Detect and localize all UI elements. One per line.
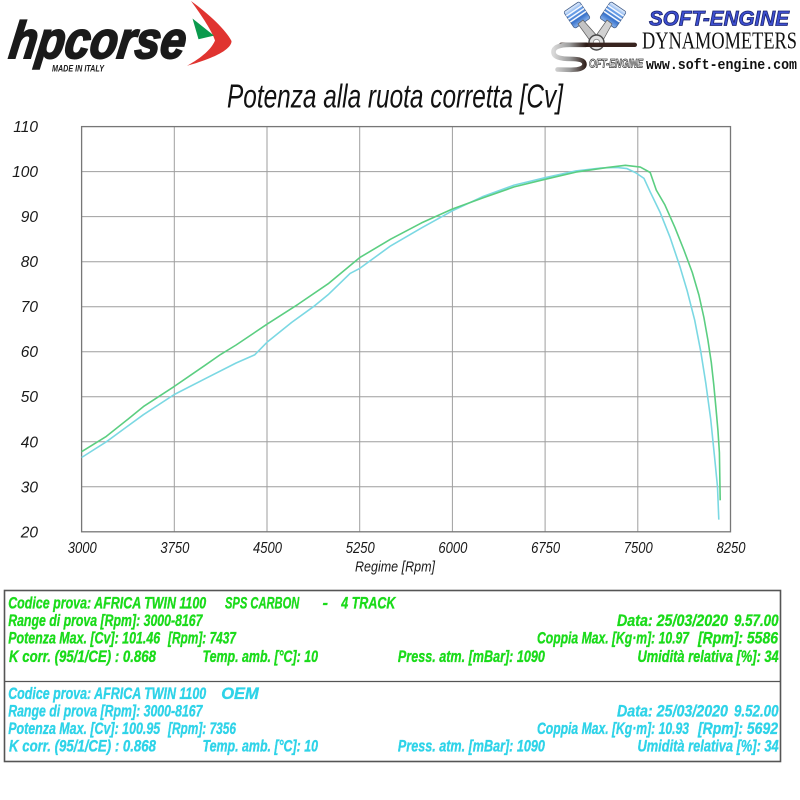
svg-text:110: 110 — [13, 119, 38, 136]
svg-text:3750: 3750 — [160, 540, 189, 557]
svg-text:Codice prova: AFRICA TWIN 1100: Codice prova: AFRICA TWIN 1100 — [8, 685, 207, 703]
svg-text:Regime [Rpm]: Regime [Rpm] — [355, 559, 436, 576]
svg-text:100: 100 — [12, 164, 38, 181]
svg-text:30: 30 — [21, 479, 39, 496]
svg-text:www.soft-engine.com: www.soft-engine.com — [646, 58, 797, 74]
svg-text:[Rpm]: 5586: [Rpm]: 5586 — [697, 630, 779, 648]
svg-text:90: 90 — [21, 209, 39, 226]
svg-text:8250: 8250 — [717, 540, 746, 557]
svg-text:Range di prova [Rpm]: 3000-816: Range di prova [Rpm]: 3000-8167 — [8, 612, 203, 630]
svg-text:K corr. (95/1/CE) : 0.868: K corr. (95/1/CE) : 0.868 — [9, 648, 157, 666]
svg-text:Codice prova: AFRICA TWIN 1100: Codice prova: AFRICA TWIN 1100 — [8, 595, 207, 613]
svg-text:SOFT-ENGINE: SOFT-ENGINE — [649, 8, 790, 31]
svg-text:80: 80 — [21, 254, 39, 271]
svg-text:Temp. amb. [°C]: 10: Temp. amb. [°C]: 10 — [203, 648, 319, 666]
svg-text:20: 20 — [20, 524, 39, 541]
svg-text:5250: 5250 — [346, 540, 375, 557]
svg-text:Potenza alla ruota corretta [C: Potenza alla ruota corretta [Cv] — [227, 78, 564, 115]
svg-text:Data: 25/03/2020: Data: 25/03/2020 — [617, 703, 729, 721]
svg-text:K corr. (95/1/CE) : 0.868: K corr. (95/1/CE) : 0.868 — [9, 738, 157, 756]
svg-text:6000: 6000 — [438, 540, 467, 557]
svg-text:Coppia Max. [Kg·m]: 10.93: Coppia Max. [Kg·m]: 10.93 — [537, 720, 689, 738]
svg-text:Press. atm. [mBar]: 1090: Press. atm. [mBar]: 1090 — [398, 648, 546, 666]
svg-text:Potenza Max. [Cv]: 100.95: Potenza Max. [Cv]: 100.95 — [8, 720, 161, 738]
svg-text:[Rpm]: 7437: [Rpm]: 7437 — [167, 630, 236, 648]
svg-text:hpcorse: hpcorse — [6, 12, 190, 70]
svg-text:3000: 3000 — [68, 540, 97, 557]
svg-text:[Rpm]: 5692: [Rpm]: 5692 — [697, 720, 778, 738]
svg-text:Coppia Max. [Kg·m]: 10.97: Coppia Max. [Kg·m]: 10.97 — [537, 630, 690, 648]
svg-text:6750: 6750 — [531, 540, 560, 557]
svg-text:Temp. amb. [°C]: 10: Temp. amb. [°C]: 10 — [203, 738, 319, 756]
svg-text:Potenza Max. [Cv]: 101.46: Potenza Max. [Cv]: 101.46 — [8, 630, 161, 648]
svg-text:7500: 7500 — [624, 540, 653, 557]
svg-text:40: 40 — [21, 434, 39, 451]
svg-text:9.57.00: 9.57.00 — [734, 612, 779, 630]
svg-text:50: 50 — [21, 389, 39, 406]
svg-text:70: 70 — [21, 299, 39, 316]
svg-text:Umidità relativa [%]: 34: Umidità relativa [%]: 34 — [638, 648, 779, 666]
svg-text:DYNAMOMETERS: DYNAMOMETERS — [642, 29, 797, 55]
svg-text:OEM: OEM — [221, 685, 260, 703]
svg-text:Press. atm. [mBar]: 1090: Press. atm. [mBar]: 1090 — [398, 738, 546, 756]
svg-text:60: 60 — [21, 344, 39, 361]
svg-text:MADE IN ITALY: MADE IN ITALY — [52, 64, 105, 74]
svg-text:-: - — [323, 595, 329, 613]
svg-text:4500: 4500 — [253, 540, 282, 557]
svg-text:Umidità relativa [%]: 34: Umidità relativa [%]: 34 — [638, 738, 779, 756]
svg-text:Data: 25/03/2020: Data: 25/03/2020 — [617, 612, 729, 630]
svg-text:[Rpm]: 7356: [Rpm]: 7356 — [167, 720, 236, 738]
svg-text:9.52.00: 9.52.00 — [734, 703, 779, 721]
svg-text:4 TRACK: 4 TRACK — [340, 595, 396, 613]
svg-text:OFT-ENGINE: OFT-ENGINE — [589, 59, 643, 71]
svg-text:SPS CARBON: SPS CARBON — [225, 595, 300, 613]
svg-text:Range di prova [Rpm]: 3000-816: Range di prova [Rpm]: 3000-8167 — [8, 703, 203, 721]
